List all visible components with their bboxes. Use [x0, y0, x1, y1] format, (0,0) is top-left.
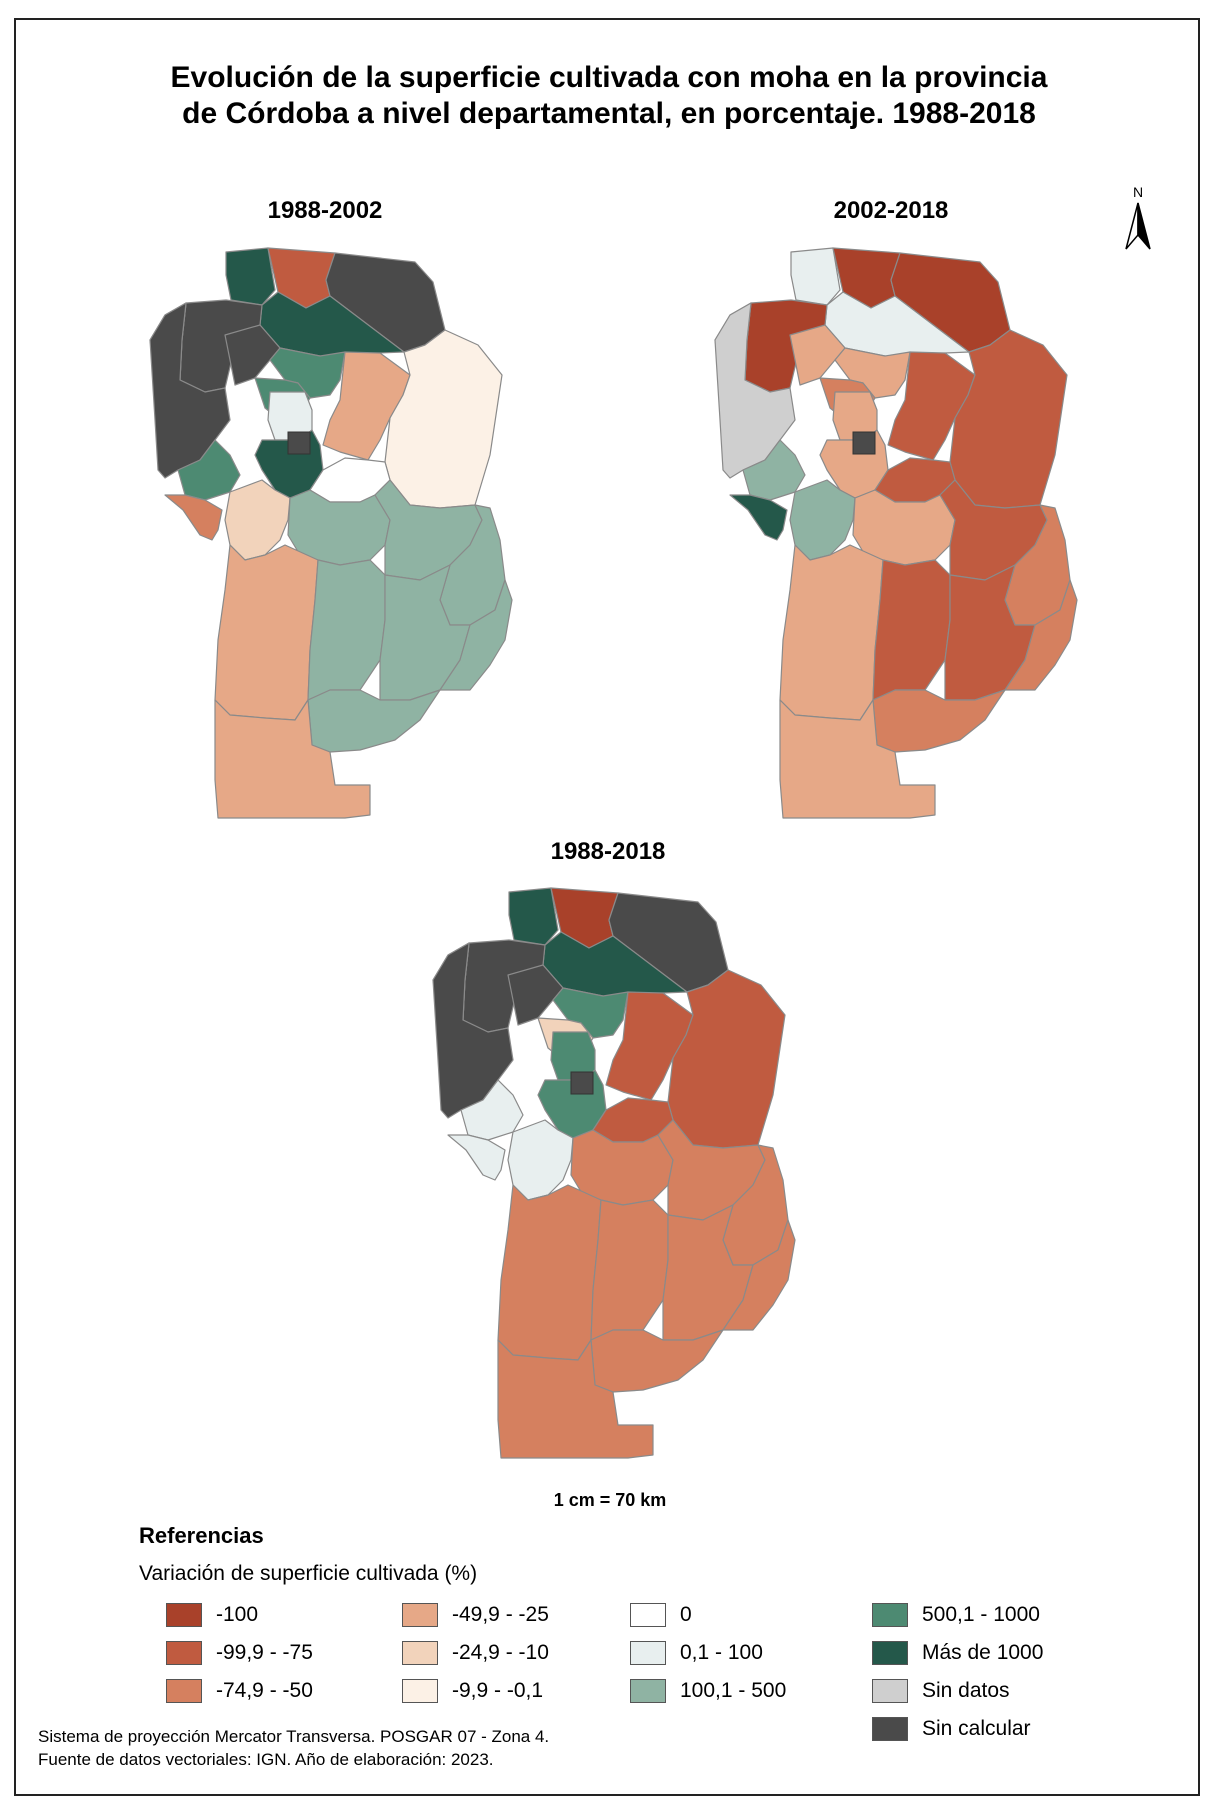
dept-juarez-celman [307, 559, 386, 701]
legend-label: -24,9 - -10 [452, 1641, 549, 1664]
dept-calamuchita [507, 1119, 574, 1201]
dept-rio-cuarto [497, 1184, 602, 1361]
legend-swatch [402, 1641, 438, 1665]
legend-column-4: 500,1 - 1000 Más de 1000 Sin datos Sin c… [872, 1596, 1043, 1748]
dept-marcos-juarez [722, 1219, 796, 1331]
north-label: N [1133, 184, 1143, 200]
dept-calamuchita [789, 479, 856, 561]
capital-sin-calcular [852, 431, 876, 455]
dept-totoral [552, 987, 629, 1039]
legend-label: Sin calcular [922, 1717, 1031, 1740]
legend-label: -74,9 - -50 [216, 1679, 313, 1702]
legend-label: -100 [216, 1603, 259, 1626]
legend-item: -9,9 - -0,1 [402, 1672, 549, 1710]
legend-swatch [872, 1679, 908, 1703]
legend-swatch [630, 1679, 666, 1703]
legend-swatch [630, 1641, 666, 1665]
dept-juarez-celman [590, 1199, 669, 1341]
legend-item: Sin datos [872, 1672, 1043, 1710]
dept-general-roca [779, 699, 936, 819]
legend-column-2: -49,9 - -25 -24,9 - -10 -9,9 - -0,1 [402, 1596, 549, 1710]
legend-swatch [166, 1603, 202, 1627]
dept-general-roca [214, 699, 371, 819]
capital-sin-calcular [287, 431, 311, 455]
legend-subtitle: Variación de superficie cultivada (%) [139, 1562, 478, 1585]
legend-swatch [630, 1603, 666, 1627]
dept-roque-saenz-pena [590, 1329, 724, 1393]
dept-san-javier [729, 494, 788, 541]
dept-west [714, 302, 796, 479]
legend-item: -74,9 - -50 [166, 1672, 313, 1710]
legend-label: Más de 1000 [922, 1641, 1044, 1664]
legend-item: -49,9 - -25 [402, 1596, 549, 1634]
dept-totoral [834, 347, 911, 399]
map-frame [14, 18, 1200, 1796]
capital-sin-calcular [570, 1071, 594, 1095]
legend-item: 500,1 - 1000 [872, 1596, 1043, 1634]
dept-west [432, 942, 514, 1119]
map-title-1988-2002: 1988-2002 [267, 197, 383, 224]
dept-calamuchita [224, 479, 291, 561]
legend-item: 0,1 - 100 [630, 1634, 786, 1672]
legend-label: -9,9 - -0,1 [452, 1679, 544, 1702]
legend-label: 500,1 - 1000 [922, 1603, 1040, 1626]
legend-swatch [402, 1679, 438, 1703]
legend-column-3: 0 0,1 - 100 100,1 - 500 [630, 1596, 786, 1710]
scale-text: 1 cm = 70 km [553, 1490, 667, 1510]
legend-swatch [402, 1603, 438, 1627]
legend-label: 0 [680, 1603, 692, 1626]
title-line-1: Evolución de la superficie cultivada con… [170, 61, 1048, 94]
legend-title: Referencias [139, 1523, 264, 1548]
legend-label: Sin datos [922, 1679, 1010, 1702]
title-line-2: de Córdoba a nivel departamental, en por… [182, 97, 1036, 130]
legend-label: -49,9 - -25 [452, 1603, 549, 1626]
legend-swatch [872, 1603, 908, 1627]
dept-san-javier [447, 1134, 506, 1181]
dept-marcos-juarez [439, 579, 513, 691]
legend-swatch [166, 1641, 202, 1665]
dept-marcos-juarez [1004, 579, 1078, 691]
dept-tulumba2 [605, 991, 694, 1101]
dept-west [149, 302, 231, 479]
dept-tulumba [508, 887, 559, 946]
north-arrow-icon: N [1118, 183, 1158, 253]
legend-column-1: -100 -99,9 - -75 -74,9 - -50 [166, 1596, 313, 1710]
map-title-1988-2018: 1988-2018 [550, 838, 666, 865]
legend-item: Sin calcular [872, 1710, 1043, 1748]
footer: Sistema de proyección Mercator Transvers… [38, 1725, 549, 1771]
legend-label: -99,9 - -75 [216, 1641, 313, 1664]
legend-item: -99,9 - -75 [166, 1634, 313, 1672]
legend-item: 0 [630, 1596, 786, 1634]
legend-item: Más de 1000 [872, 1634, 1043, 1672]
dept-totoral [269, 347, 346, 399]
legend-swatch [166, 1679, 202, 1703]
dept-general-roca [497, 1339, 654, 1459]
footer-source: Fuente de datos vectoriales: IGN. Año de… [38, 1750, 494, 1769]
legend-swatch [872, 1717, 908, 1741]
page-title: Evolución de la superficie cultivada con… [0, 60, 1218, 132]
footer-projection: Sistema de proyección Mercator Transvers… [38, 1727, 550, 1746]
dept-tulumba2 [322, 351, 411, 461]
map-title-2002-2018: 2002-2018 [833, 197, 949, 224]
dept-san-javier [164, 494, 223, 541]
legend-item: -100 [166, 1596, 313, 1634]
legend-item: -24,9 - -10 [402, 1634, 549, 1672]
dept-tulumba2 [887, 351, 976, 461]
dept-juarez-celman [872, 559, 951, 701]
legend-label: 100,1 - 500 [680, 1679, 787, 1702]
legend-swatch [872, 1641, 908, 1665]
legend-label: 0,1 - 100 [680, 1641, 763, 1664]
dept-rio-primero [667, 969, 786, 1149]
legend-item: 100,1 - 500 [630, 1672, 786, 1710]
